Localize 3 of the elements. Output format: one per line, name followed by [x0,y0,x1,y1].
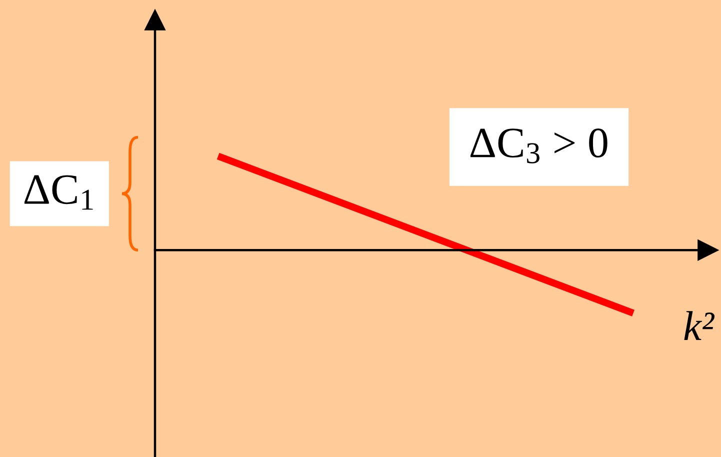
text: ΔC$_{1}$ [24,175,93,210]
annotation: ΔC$_{3}$ > 0 [470,128,608,164]
x-axis-title: k² [684,311,715,340]
